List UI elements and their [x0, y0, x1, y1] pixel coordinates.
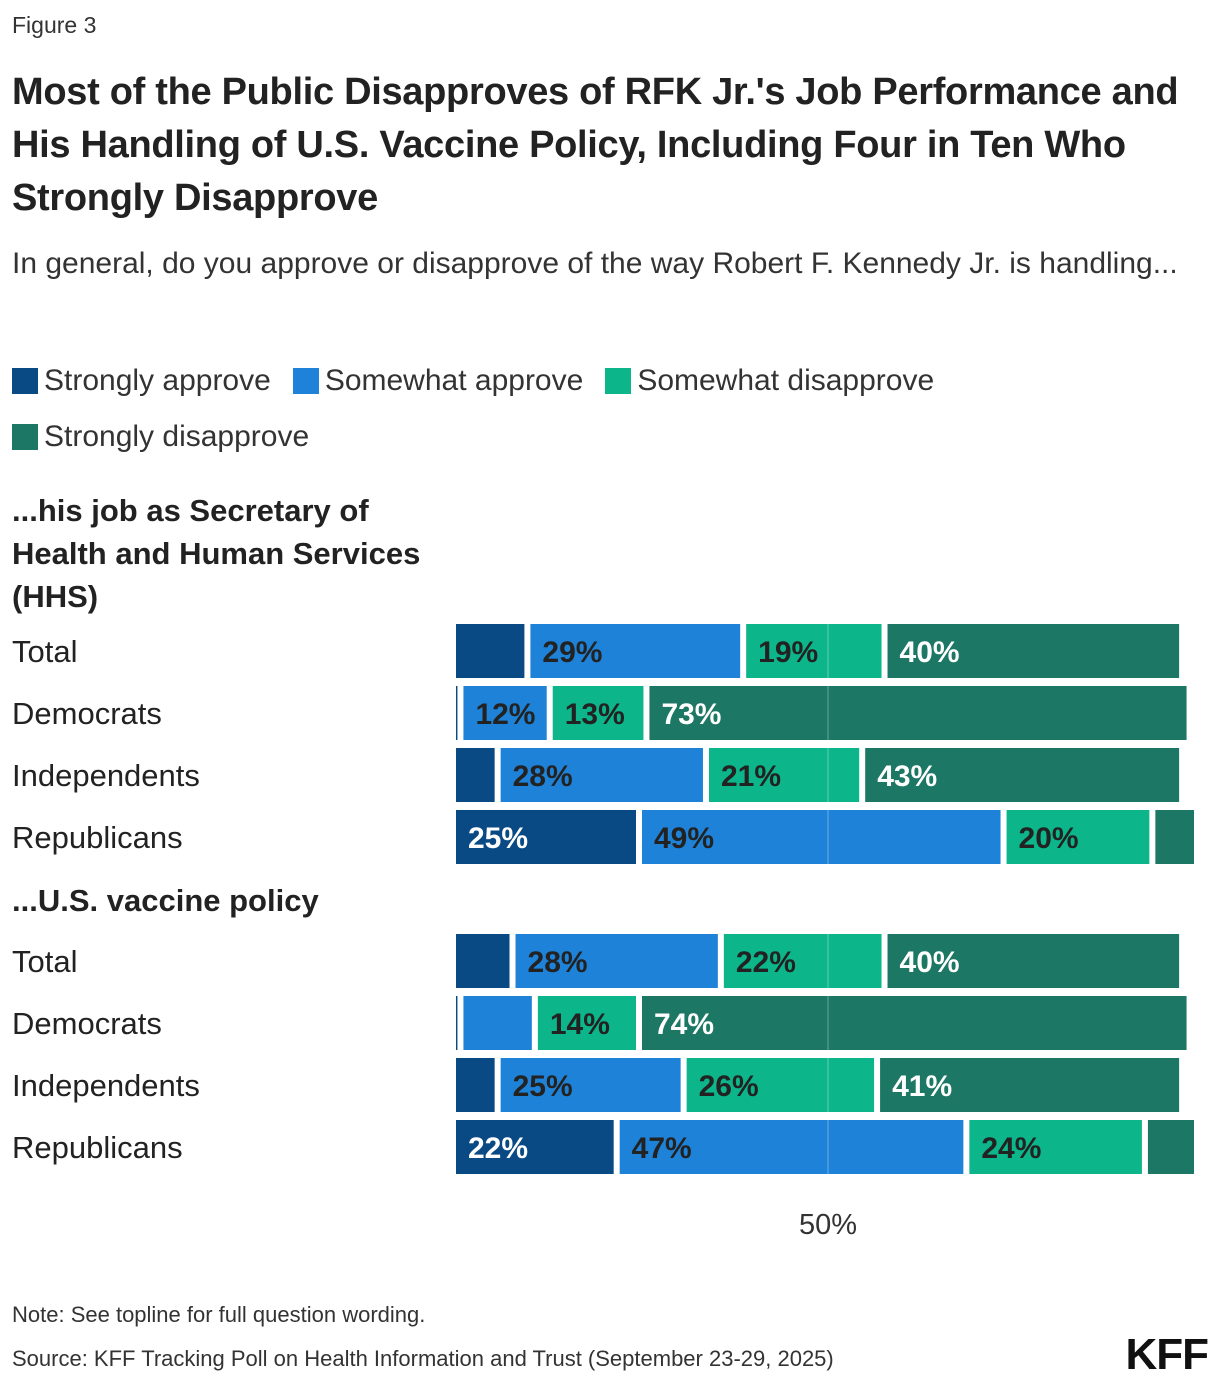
row-label: Total [12, 634, 77, 669]
row-label: Republicans [12, 1130, 183, 1165]
bar-segment [515, 934, 718, 988]
chart-title: Most of the Public Disapproves of RFK Jr… [12, 71, 1179, 219]
bar-segment [500, 748, 703, 802]
legend-swatch [12, 424, 38, 450]
row-label: Democrats [12, 696, 162, 731]
bar-segment [1006, 810, 1150, 864]
bar-segment [642, 810, 1001, 864]
kff-logo: KFF [1125, 1330, 1209, 1379]
chart-note: Note: See topline for full question word… [12, 1302, 426, 1327]
legend-item-somewhat-disapprove[interactable]: Somewhat disapprove [605, 360, 934, 402]
data-label: 28% [528, 946, 588, 979]
bar-segment [887, 934, 1180, 988]
data-label: 41% [892, 1070, 952, 1103]
x-tick-label: 50% [799, 1209, 857, 1241]
bar-segment [463, 686, 547, 740]
bar-segment [1147, 1120, 1194, 1174]
bar-segment [463, 996, 532, 1050]
data-label: 12% [475, 698, 535, 731]
bar-segment [619, 1120, 964, 1174]
bar-segment [723, 934, 882, 988]
bar-segment [456, 810, 636, 864]
legend-label: Somewhat approve [324, 364, 584, 397]
stacked-bar-chart: ...his job as Secretary of Health and Hum… [12, 493, 1194, 1241]
data-label: 25% [513, 1070, 573, 1103]
row-label: Democrats [12, 1006, 162, 1041]
group-heading: ...U.S. vaccine policy [12, 883, 319, 918]
bar-segment [456, 934, 510, 988]
legend-label: Somewhat disapprove [637, 364, 935, 397]
data-label: 20% [1019, 822, 1079, 855]
figure-label: Figure 3 [12, 12, 97, 38]
bar-segment [456, 624, 525, 678]
data-label: 40% [900, 636, 960, 669]
row-label: Independents [12, 758, 200, 793]
data-label: 22% [736, 946, 796, 979]
legend-item-strongly-disapprove[interactable]: Strongly disapprove [12, 416, 309, 458]
legend-swatch [605, 368, 632, 394]
legend-swatch [12, 368, 38, 394]
legend-swatch [292, 368, 319, 394]
bar-segment [537, 996, 636, 1050]
data-label: 49% [654, 822, 714, 855]
bar-segment [530, 624, 741, 678]
bar-segment [456, 996, 458, 1050]
data-label: 14% [550, 1008, 610, 1041]
bar-segment [500, 1058, 681, 1112]
legend: Strongly approve Somewhat approve Somewh… [12, 360, 1202, 458]
bar-segment [456, 1120, 614, 1174]
data-label: 19% [758, 636, 818, 669]
bar-segment [969, 1120, 1142, 1174]
bar-segment [746, 624, 882, 678]
data-label: 43% [877, 760, 937, 793]
row-label: Republicans [12, 820, 183, 855]
data-label: 25% [468, 822, 528, 855]
bar-segment [456, 686, 458, 740]
row-label: Total [12, 944, 77, 979]
bar-segment [456, 748, 495, 802]
chart-subtitle: In general, do you approve or disapprove… [12, 247, 1178, 280]
chart-source: Source: KFF Tracking Poll on Health Info… [12, 1346, 834, 1371]
data-label: 24% [981, 1132, 1041, 1165]
data-label: 74% [654, 1008, 714, 1041]
data-label: 13% [565, 698, 625, 731]
legend-item-strongly-approve[interactable]: Strongly approve [12, 360, 271, 402]
group-heading: Health and Human Services [12, 536, 420, 571]
bar-segment [880, 1058, 1180, 1112]
group-heading: (HHS) [12, 579, 98, 614]
bar-segment [456, 1058, 495, 1112]
bar-segment [552, 686, 644, 740]
group-heading: ...his job as Secretary of [12, 493, 369, 528]
bar-segment [865, 748, 1180, 802]
data-label: 21% [721, 760, 781, 793]
bar-segment [887, 624, 1180, 678]
data-label: 28% [513, 760, 573, 793]
bar-segment [686, 1058, 875, 1112]
bar-segment [1155, 810, 1194, 864]
bar-segment [649, 686, 1187, 740]
data-label: 47% [632, 1132, 692, 1165]
data-label: 22% [468, 1132, 528, 1165]
data-label: 73% [661, 698, 721, 731]
bar-segment [708, 748, 860, 802]
row-label: Independents [12, 1068, 200, 1103]
legend-item-somewhat-approve[interactable]: Somewhat approve [292, 360, 584, 402]
bar-segment [642, 996, 1187, 1050]
data-label: 40% [900, 946, 960, 979]
legend-label: Strongly disapprove [44, 420, 310, 453]
data-label: 29% [542, 636, 602, 669]
legend-label: Strongly approve [44, 364, 271, 397]
data-label: 26% [699, 1070, 759, 1103]
